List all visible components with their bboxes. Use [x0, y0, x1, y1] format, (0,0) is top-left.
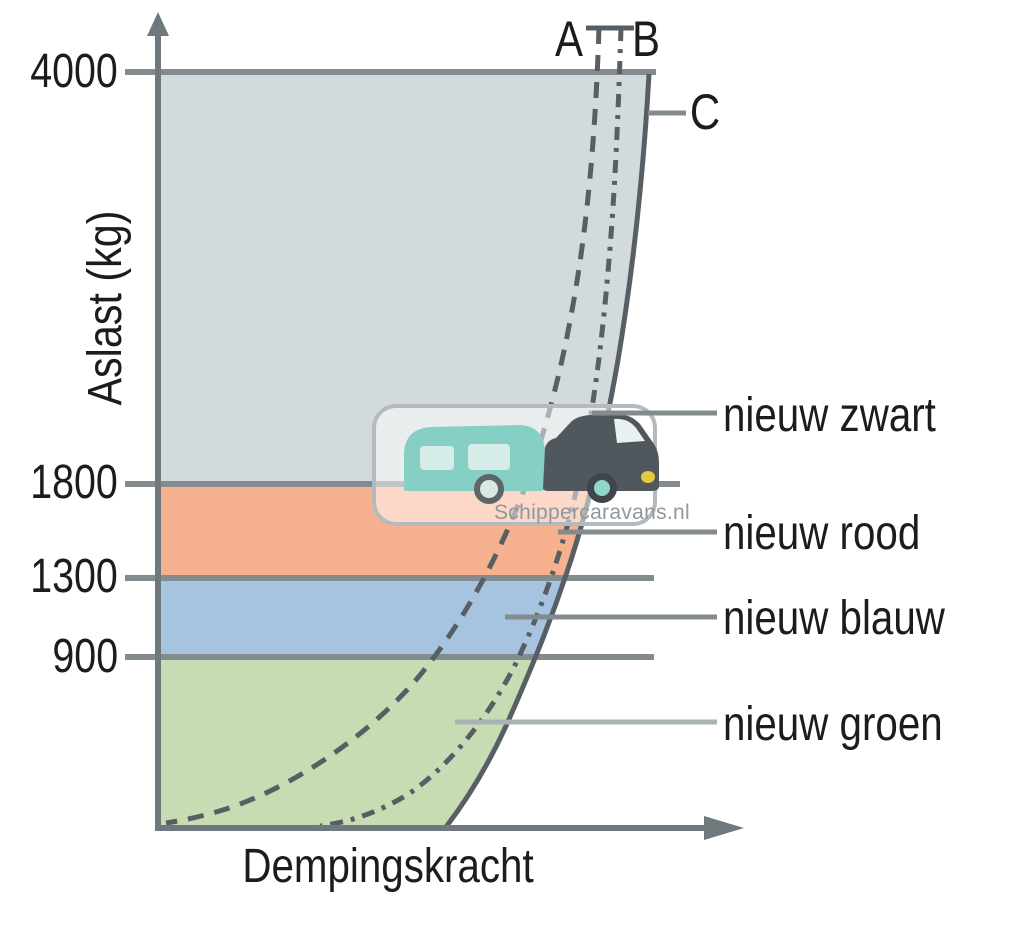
band-groen	[160, 657, 649, 828]
curve-label-c: C	[689, 84, 721, 140]
curve-c	[444, 73, 652, 829]
y-tick-1800: 1800	[30, 456, 118, 509]
annotation-nieuw-rood: nieuw rood	[723, 507, 921, 560]
x-axis-arrow-icon	[704, 816, 744, 840]
y-tick-4000: 4000	[30, 45, 118, 98]
curve-label-b: B	[631, 11, 661, 67]
y-axis-arrow-icon	[147, 12, 169, 36]
caravan-wheel-icon	[474, 474, 504, 504]
caravan-window-icon	[420, 446, 454, 470]
curve-b	[319, 27, 624, 829]
car-headlight-icon	[641, 471, 655, 483]
y-axis-title: Aslast (kg)	[79, 210, 132, 406]
x-axis-title: Dempingskracht	[242, 840, 534, 893]
annotation-nieuw-zwart: nieuw zwart	[723, 389, 936, 442]
annotation-nieuw-blauw: nieuw blauw	[723, 592, 945, 645]
annotation-nieuw-groen: nieuw groen	[723, 698, 943, 751]
car-windshield-icon	[614, 418, 645, 443]
car-wheel-hub-icon	[594, 480, 610, 496]
caravan-window-icon	[468, 444, 510, 470]
y-tick-900: 900	[52, 630, 118, 683]
curve-a	[165, 27, 602, 826]
watermark-text: Schippercaravans.nl	[494, 501, 690, 524]
watermark	[372, 404, 659, 526]
y-tick-1300: 1300	[30, 550, 118, 603]
curve-label-a: A	[554, 11, 584, 67]
